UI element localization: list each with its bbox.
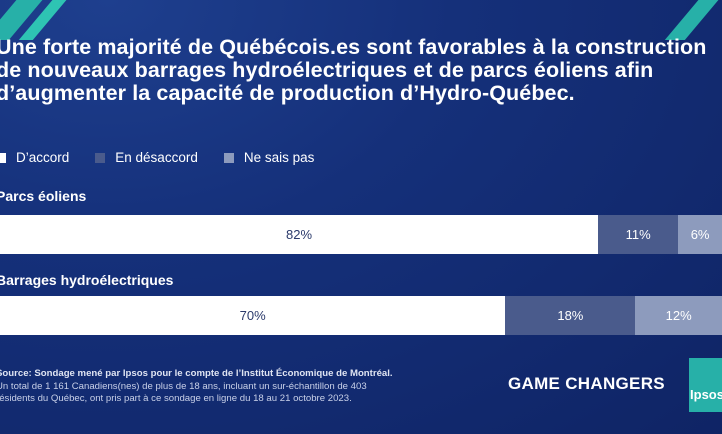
legend-label: D’accord — [16, 150, 70, 165]
bar-segment: 12% — [635, 296, 722, 335]
bar-segment: 70% — [0, 296, 506, 335]
legend-label: Ne sais pas — [243, 150, 315, 165]
source-text: Un total de 1 161 Canadiens(nes) de plus… — [0, 380, 367, 405]
bar-segment: 82% — [0, 215, 599, 254]
legend-item: En désaccord — [95, 150, 198, 165]
data-label: 12% — [665, 308, 692, 323]
source-note: Source: Sondage mené par Ipsos pour le c… — [0, 368, 396, 406]
bar-segment: 18% — [505, 296, 636, 335]
decorative-stripe — [664, 0, 722, 40]
data-label: 11% — [625, 227, 651, 242]
ipsos-logo: Ipsos — [689, 358, 722, 412]
data-label: 6% — [690, 227, 710, 242]
stacked-bar: 70% 18% 12% — [0, 296, 722, 335]
chart-title: Une forte majorité de Québécois.es sont … — [0, 35, 707, 105]
category-label: Parcs éoliens — [0, 188, 87, 204]
legend-item: D’accord — [0, 150, 69, 165]
bar-segment: 11% — [598, 215, 679, 254]
legend-swatch — [223, 152, 234, 163]
stacked-bar: 82% 11% 6% — [0, 215, 722, 254]
legend-label: En désaccord — [115, 150, 198, 165]
legend-item: Ne sais pas — [223, 150, 315, 165]
bar-segment: 6% — [678, 215, 722, 254]
category-label: Barrages hydroélectriques — [0, 272, 174, 288]
brand-tagline: GAME CHANGERS — [508, 374, 665, 393]
legend-swatch — [0, 152, 6, 163]
data-label: 70% — [239, 308, 266, 323]
data-label: 18% — [557, 308, 584, 323]
legend-swatch — [95, 152, 106, 163]
data-label: 82% — [285, 227, 313, 242]
logo-text: Ipsos — [690, 387, 722, 402]
legend: D’accord En désaccord Ne sais pas — [0, 150, 314, 165]
source-bold: Source: Sondage mené par Ipsos pour le c… — [0, 368, 393, 379]
